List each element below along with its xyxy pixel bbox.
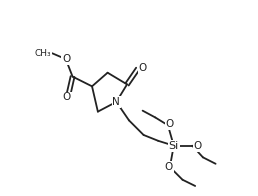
Text: O: O [62, 54, 70, 64]
Text: Si: Si [169, 141, 179, 151]
Text: N: N [112, 97, 120, 107]
Text: O: O [194, 141, 202, 151]
Text: O: O [63, 93, 71, 103]
Text: O: O [165, 162, 173, 172]
Text: CH₃: CH₃ [35, 49, 51, 58]
Text: O: O [165, 120, 174, 130]
Text: O: O [139, 64, 147, 74]
